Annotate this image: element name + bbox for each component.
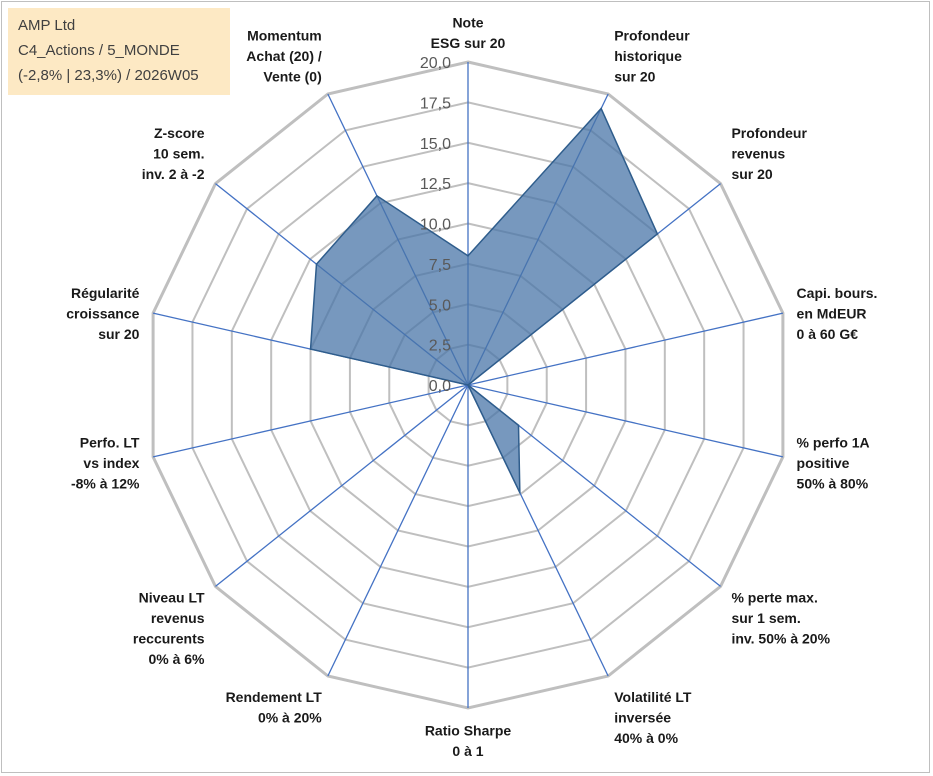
axis-label: Niveau LT revenus reccurents 0% à 6% [133,589,205,667]
axis-label: Note ESG sur 20 [431,15,506,52]
axis-label: Capi. bours. en MdEUR 0 à 60 G€ [797,285,878,342]
data-point [656,233,659,235]
tick-label: 2,5 [429,338,451,355]
axis-label: Rendement LT 0% à 20% [226,689,323,726]
tick-label: 10,0 [420,217,451,234]
title-line-1: AMP Ltd [18,17,76,34]
title-line-3: (-2,8% | 23,3%) / 2026W05 [18,67,199,84]
axis-label: % perte max. sur 1 sem. inv. 50% à 20% [731,589,830,646]
data-point [309,348,312,350]
title-box: AMP Ltd C4_Actions / 5_MONDE (-2,8% | 23… [8,8,230,95]
axis-label: Régularité croissance sur 20 [66,285,139,342]
axis-spoke [467,384,784,458]
axis-spoke [467,312,784,386]
data-point [519,491,521,494]
axis-spoke [152,384,469,458]
tick-label: 17,5 [420,95,451,112]
axis-label: Volatilité LT inversée 40% à 0% [614,689,692,746]
data-point [467,255,469,257]
data-point [315,263,318,265]
axis-label: Ratio Sharpe 0 à 1 [425,723,512,760]
axis-label: Profondeur revenus sur 20 [731,125,807,182]
title-line-2: C4_Actions / 5_MONDE [18,42,180,59]
data-point [517,424,520,427]
axis-label: Momentum Achat (20) / Vente (0) [246,27,322,84]
axis-label: Perfo. LT vs index -8% à 12% [71,435,140,492]
tick-label: 0,0 [429,378,451,395]
tick-label: 20,0 [420,55,451,72]
data-point [376,195,378,197]
tick-label: 7,5 [429,257,451,274]
axis-label: % perfo 1A positive 50% à 80% [797,435,870,492]
axis-spoke [215,384,469,587]
axis-spoke [327,384,469,677]
axis-label: Z-score 10 sem. inv. 2 à -2 [142,125,205,182]
data-point [600,107,602,110]
tick-label: 12,5 [420,176,451,193]
tick-label: 15,0 [420,136,451,153]
data-point [467,384,469,386]
tick-label: 5,0 [429,297,451,314]
axis-label: Profondeur historique sur 20 [614,27,690,84]
